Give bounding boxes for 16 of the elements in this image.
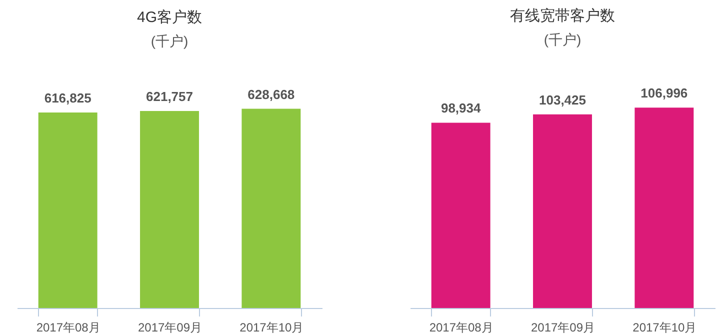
x-tick-label: 2017年09月 [138,320,202,334]
data-label: 103,425 [539,92,586,108]
x-tick-label: 2017年10月 [240,320,304,334]
x-tick-label: 2017年08月 [429,320,494,334]
data-label: 616,825 [44,90,92,106]
data-label: 98,934 [440,100,482,116]
x-tick-label: 2017年08月 [36,320,100,334]
chart-title: 有线宽带客户数 [510,8,615,25]
data-label: 621,757 [146,88,193,104]
x-tick-label: 2017年09月 [530,320,596,334]
x-tick-label: 2017年10月 [632,320,697,334]
chart-subtitle: (千户) [150,32,188,49]
data-label: 628,668 [248,86,295,102]
chart-subtitle: (千户) [544,32,582,48]
data-label: 106,996 [640,86,688,101]
chart-title: 4G客户数 [136,8,202,26]
